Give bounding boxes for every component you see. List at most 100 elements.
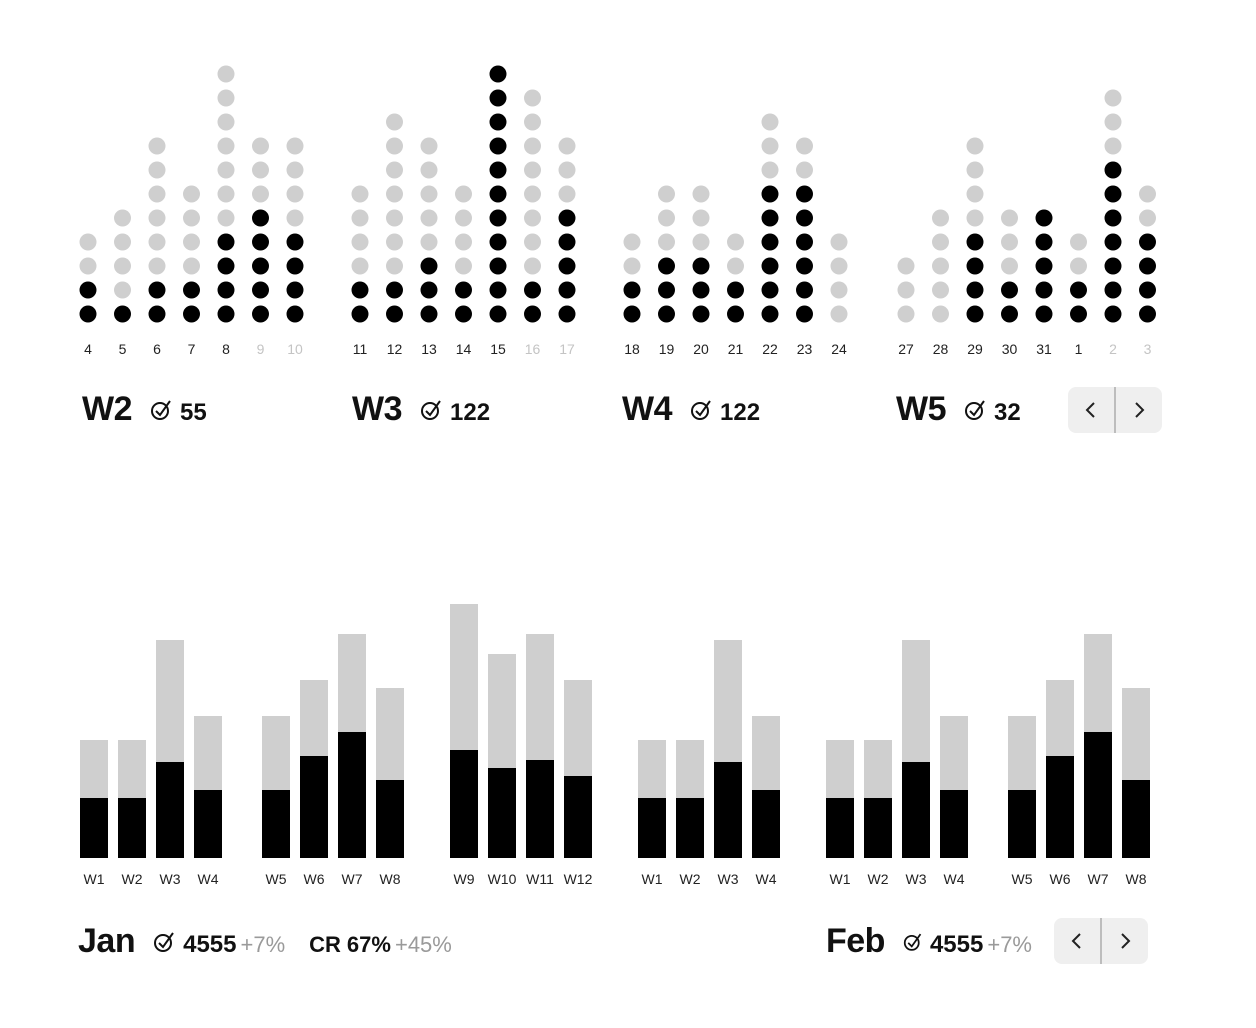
dot-empty <box>148 209 166 227</box>
dot-filled <box>1139 281 1156 299</box>
month-summary-jan: Jan 4555 +7% CR 67% +45% <box>78 922 452 961</box>
dot-empty <box>1001 209 1018 227</box>
dot-empty <box>524 209 541 227</box>
day-label: 3 <box>1144 341 1152 357</box>
dot-filled <box>286 233 304 251</box>
day-label: 8 <box>222 341 230 357</box>
bar-group: W1 W2 W3 W4 <box>826 640 968 887</box>
dot-filled <box>79 281 97 299</box>
day-label: 18 <box>624 341 640 357</box>
dot-empty <box>148 185 166 203</box>
week-label: W2 <box>680 871 701 887</box>
day-label: 4 <box>84 341 92 357</box>
next-week-button[interactable] <box>1116 387 1162 433</box>
dot-empty <box>420 137 438 155</box>
dot-empty <box>217 161 235 179</box>
dot-empty <box>932 233 949 251</box>
week-group-w4: 18 19 20 21 22 23 24 <box>623 113 848 357</box>
dot-filled <box>252 257 269 275</box>
month-delta: +7% <box>240 932 286 957</box>
dot-empty <box>1139 209 1156 227</box>
dot-empty <box>966 137 984 155</box>
dot-filled <box>1070 305 1087 323</box>
dot-empty <box>386 113 403 131</box>
dot-empty <box>1104 137 1122 155</box>
check-circle-icon <box>965 400 985 420</box>
dot-filled <box>217 281 235 299</box>
bar-done <box>338 732 366 858</box>
dot-empty <box>455 209 472 227</box>
dot-empty <box>658 209 675 227</box>
bar-done <box>262 790 290 858</box>
next-month-button[interactable] <box>1102 918 1148 964</box>
dot-empty <box>114 281 131 299</box>
bar-done <box>80 798 108 858</box>
dot-filled <box>692 281 710 299</box>
dot-empty <box>692 185 710 203</box>
week-pager <box>1068 387 1162 433</box>
dot-empty <box>524 137 541 155</box>
conversion-rate-value: 67% <box>346 932 391 957</box>
dot-empty <box>932 281 949 299</box>
dot-empty <box>183 185 200 203</box>
dot-empty <box>351 209 369 227</box>
dot-empty <box>796 161 813 179</box>
day-label: 17 <box>559 341 575 357</box>
week-label: W12 <box>564 871 593 887</box>
dot-filled <box>1001 281 1018 299</box>
check-circle-icon <box>421 400 441 420</box>
bar-done <box>300 756 328 858</box>
day-label: 21 <box>728 341 744 357</box>
dot-empty <box>761 113 779 131</box>
dot-filled <box>761 233 779 251</box>
week-count: 122 <box>720 399 761 426</box>
dot-empty <box>897 281 915 299</box>
dot-filled <box>761 281 779 299</box>
day-label: 29 <box>967 341 983 357</box>
prev-week-button[interactable] <box>1068 387 1114 433</box>
dot-filled <box>286 305 304 323</box>
bar-done <box>638 798 666 858</box>
check-circle-icon <box>154 932 174 952</box>
dot-empty <box>217 137 235 155</box>
bar-done <box>864 798 892 858</box>
bar-done <box>450 750 478 858</box>
dot-empty <box>114 257 131 275</box>
dot-empty <box>796 137 813 155</box>
dot-empty <box>761 161 779 179</box>
bar-group: W5 W6 W7 W8 <box>1008 634 1150 887</box>
dot-filled <box>692 257 710 275</box>
dot-filled <box>796 281 813 299</box>
prev-month-button[interactable] <box>1054 918 1100 964</box>
dot-filled <box>796 209 813 227</box>
dot-filled <box>1104 257 1122 275</box>
dot-empty <box>761 137 779 155</box>
dot-filled <box>692 305 710 323</box>
dot-empty <box>658 233 675 251</box>
bar-done <box>826 798 854 858</box>
bar-done <box>940 790 968 858</box>
week-label: W8 <box>1126 871 1147 887</box>
dot-empty <box>966 161 984 179</box>
dot-filled <box>183 305 200 323</box>
dot-filled <box>1104 185 1122 203</box>
dot-filled <box>966 305 984 323</box>
bar-done <box>156 762 184 858</box>
chevron-left-icon <box>1085 402 1095 418</box>
dot-filled <box>420 281 438 299</box>
dot-empty <box>386 185 403 203</box>
week-group-w3: 11 12 13 14 15 16 17 <box>351 65 576 357</box>
chevron-right-icon <box>1135 402 1145 418</box>
day-label: 12 <box>387 341 403 357</box>
dot-filled <box>489 281 507 299</box>
dot-empty <box>351 185 369 203</box>
dot-filled <box>183 281 200 299</box>
dot-filled <box>489 305 507 323</box>
dot-empty <box>830 305 848 323</box>
check-circle-icon <box>903 933 922 951</box>
dot-filled <box>351 305 369 323</box>
dot-empty <box>623 257 641 275</box>
bar-group: W1 W2 W3 W4 <box>80 640 222 887</box>
dot-empty <box>1104 113 1122 131</box>
dot-empty <box>217 65 235 83</box>
